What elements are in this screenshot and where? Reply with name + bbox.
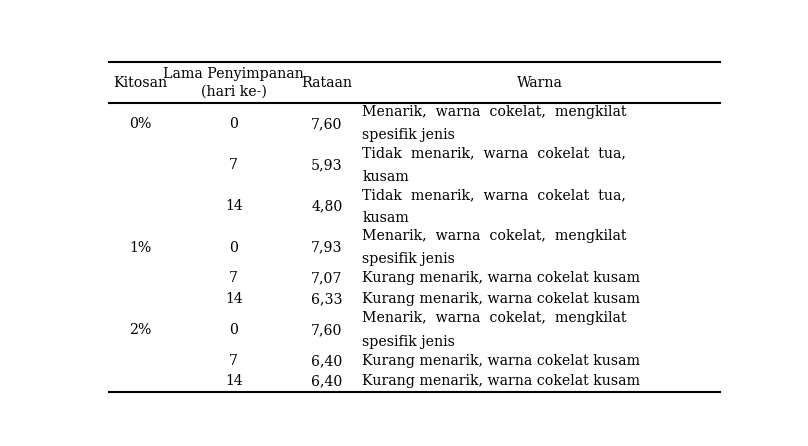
Text: 7: 7 <box>229 272 238 285</box>
Text: 14: 14 <box>225 199 242 213</box>
Text: Tidak  menarik,  warna  cokelat  tua,: Tidak menarik, warna cokelat tua, <box>362 147 626 161</box>
Text: Kurang menarik, warna cokelat kusam: Kurang menarik, warna cokelat kusam <box>362 292 640 306</box>
Text: 6,40: 6,40 <box>311 375 343 388</box>
Text: Kurang menarik, warna cokelat kusam: Kurang menarik, warna cokelat kusam <box>362 354 640 368</box>
Text: Kurang menarik, warna cokelat kusam: Kurang menarik, warna cokelat kusam <box>362 375 640 388</box>
Text: Tidak  menarik,  warna  cokelat  tua,: Tidak menarik, warna cokelat tua, <box>362 188 626 202</box>
Text: 6,40: 6,40 <box>311 354 343 368</box>
Text: 0%: 0% <box>129 117 152 131</box>
Text: 5,93: 5,93 <box>311 158 343 172</box>
Text: 0: 0 <box>229 117 238 131</box>
Text: Kurang menarik, warna cokelat kusam: Kurang menarik, warna cokelat kusam <box>362 272 640 285</box>
Text: 14: 14 <box>225 375 242 388</box>
Text: 7: 7 <box>229 354 238 368</box>
Text: 0: 0 <box>229 323 238 337</box>
Text: 14: 14 <box>225 292 242 306</box>
Text: 0: 0 <box>229 240 238 255</box>
Text: 2%: 2% <box>129 323 152 337</box>
Text: Kitosan: Kitosan <box>114 76 168 90</box>
Text: 7: 7 <box>229 158 238 172</box>
Text: 6,33: 6,33 <box>311 292 343 306</box>
Text: Rataan: Rataan <box>301 76 352 90</box>
Text: 1%: 1% <box>129 240 152 255</box>
Text: Menarik,  warna  cokelat,  mengkilat: Menarik, warna cokelat, mengkilat <box>362 311 627 326</box>
Text: Warna: Warna <box>516 76 562 90</box>
Text: spesifik jenis: spesifik jenis <box>362 252 455 266</box>
Text: 4,80: 4,80 <box>311 199 343 213</box>
Text: Lama Penyimpanan
(hari ke-): Lama Penyimpanan (hari ke-) <box>163 67 304 99</box>
Text: 7,93: 7,93 <box>311 240 343 255</box>
Text: kusam: kusam <box>362 169 409 184</box>
Text: kusam: kusam <box>362 211 409 225</box>
Text: Menarik,  warna  cokelat,  mengkilat: Menarik, warna cokelat, mengkilat <box>362 229 627 243</box>
Text: 7,60: 7,60 <box>311 323 343 337</box>
Text: spesifik jenis: spesifik jenis <box>362 128 455 142</box>
Text: 7,07: 7,07 <box>311 272 343 285</box>
Text: spesifik jenis: spesifik jenis <box>362 334 455 348</box>
Text: 7,60: 7,60 <box>311 117 343 131</box>
Text: Menarik,  warna  cokelat,  mengkilat: Menarik, warna cokelat, mengkilat <box>362 105 627 120</box>
